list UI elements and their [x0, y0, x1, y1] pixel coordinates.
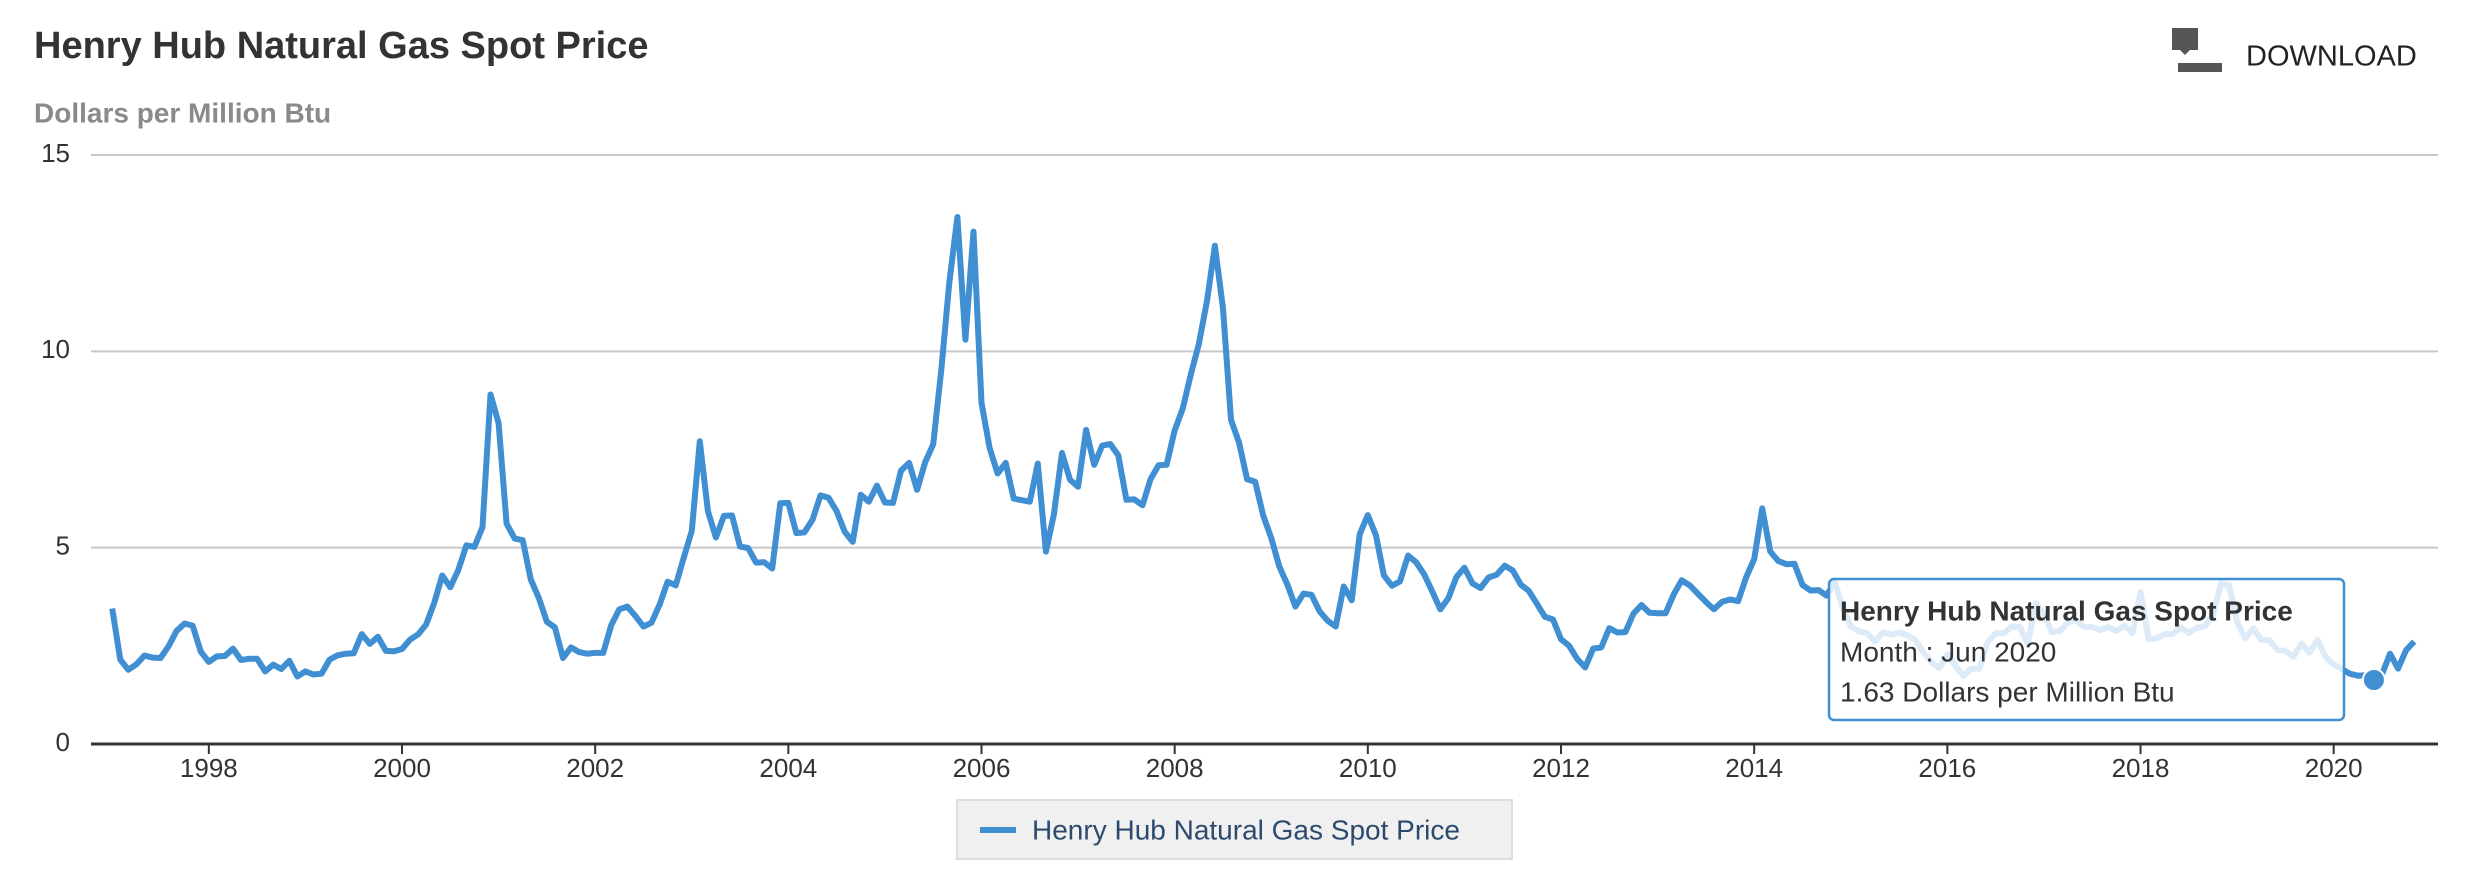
download-button[interactable]: DOWNLOAD: [2172, 28, 2417, 73]
y-tick-label: 10: [41, 334, 70, 364]
legend-box: [956, 799, 1513, 860]
x-tick-label: 1998: [180, 753, 238, 783]
x-tick-label: 2016: [1918, 753, 1976, 783]
x-tick-label: 2018: [2112, 753, 2170, 783]
y-tick-label: 0: [56, 727, 70, 757]
x-tick-label: 2010: [1339, 753, 1397, 783]
x-tick-label: 2004: [759, 753, 817, 783]
y-tick-label: 15: [41, 138, 70, 168]
tooltip-line: Month : Jun 2020: [1840, 636, 2056, 667]
x-tick-label: 2020: [2305, 753, 2363, 783]
download-label: DOWNLOAD: [2246, 41, 2417, 73]
x-tick-label: 2012: [1532, 753, 1590, 783]
x-tick-label: 2014: [1725, 753, 1783, 783]
x-tick-label: 2000: [373, 753, 431, 783]
legend: Henry Hub Natural Gas Spot Price: [956, 799, 1513, 860]
chart-subtitle: Dollars per Million Btu: [34, 97, 331, 128]
tooltip-title: Henry Hub Natural Gas Spot Price: [1840, 595, 2293, 626]
tooltip-line: 1.63 Dollars per Million Btu: [1840, 676, 2175, 707]
highlight-point: [2361, 667, 2386, 692]
tooltip-box: [1827, 577, 2346, 722]
legend-label: Henry Hub Natural Gas Spot Price: [1032, 814, 1460, 845]
tooltip: Henry Hub Natural Gas Spot Price Month : …: [1827, 577, 2346, 722]
download-arrow: [2172, 28, 2198, 55]
x-tick-label: 2002: [566, 753, 624, 783]
chart-title: Henry Hub Natural Gas Spot Price: [34, 25, 649, 67]
y-tick-label: 5: [56, 531, 70, 561]
x-tick-label: 2008: [1146, 753, 1204, 783]
x-tick-label: 2006: [953, 753, 1011, 783]
download-tray: [2178, 63, 2222, 72]
